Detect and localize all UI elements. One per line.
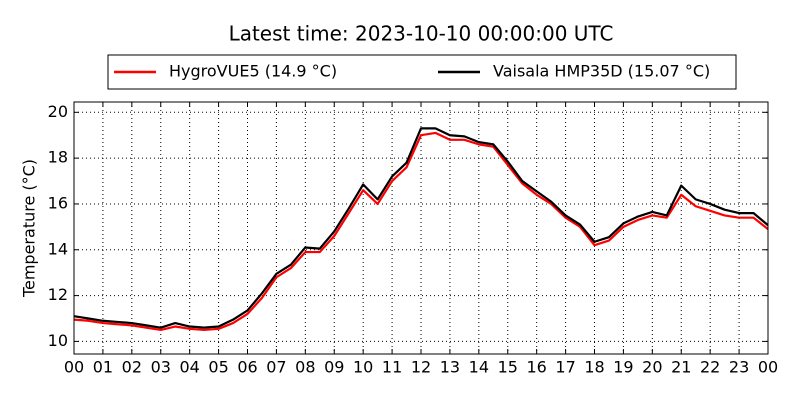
- x-tick-label: 23: [729, 358, 749, 377]
- x-tick-label: 06: [237, 358, 257, 377]
- series-line: [73, 131, 769, 332]
- x-tick-label: 12: [411, 358, 431, 377]
- x-tick-label: 03: [151, 358, 171, 377]
- legend-frame: [107, 54, 737, 90]
- x-tick-label: 18: [584, 358, 604, 377]
- x-tick-label: 07: [266, 358, 286, 377]
- x-tick-label: 20: [642, 358, 662, 377]
- x-tick-label: 09: [324, 358, 344, 377]
- x-tick-label: 04: [179, 358, 199, 377]
- x-tick-label: 16: [526, 358, 546, 377]
- chart-title: Latest time: 2023-10-10 00:00:00 UTC: [229, 22, 614, 46]
- x-tick-label: 08: [295, 358, 315, 377]
- y-tick-label: 12: [48, 285, 68, 304]
- y-tick-label: 16: [48, 193, 68, 212]
- y-tick-label: 20: [48, 102, 68, 121]
- x-tick-label: 21: [671, 358, 691, 377]
- y-tick-label: 18: [48, 148, 68, 167]
- x-tick-label: 10: [353, 358, 373, 377]
- y-tick-label: 14: [48, 239, 68, 258]
- x-tick-label: 17: [555, 358, 575, 377]
- x-tick-label: 15: [498, 358, 518, 377]
- plot-frame: [73, 101, 769, 355]
- x-tick-label: 14: [469, 358, 489, 377]
- legend-label: Vaisala HMP35D (15.07 °C): [493, 62, 710, 81]
- x-tick-label: 19: [613, 358, 633, 377]
- x-tick-label: 22: [700, 358, 720, 377]
- x-tick-label: 01: [93, 358, 113, 377]
- x-tick-label: 02: [122, 358, 142, 377]
- x-tick-label: 00: [758, 358, 778, 377]
- x-tick-label: 05: [208, 358, 228, 377]
- x-tick-label: 13: [440, 358, 460, 377]
- y-axis-label: Temperature (°C): [20, 159, 39, 298]
- y-tick-label: 10: [48, 331, 68, 350]
- x-tick-label: 11: [382, 358, 402, 377]
- legend-label: HygroVUE5 (14.9 °C): [169, 62, 337, 81]
- x-tick-label: 00: [64, 358, 84, 377]
- series-line: [73, 127, 769, 329]
